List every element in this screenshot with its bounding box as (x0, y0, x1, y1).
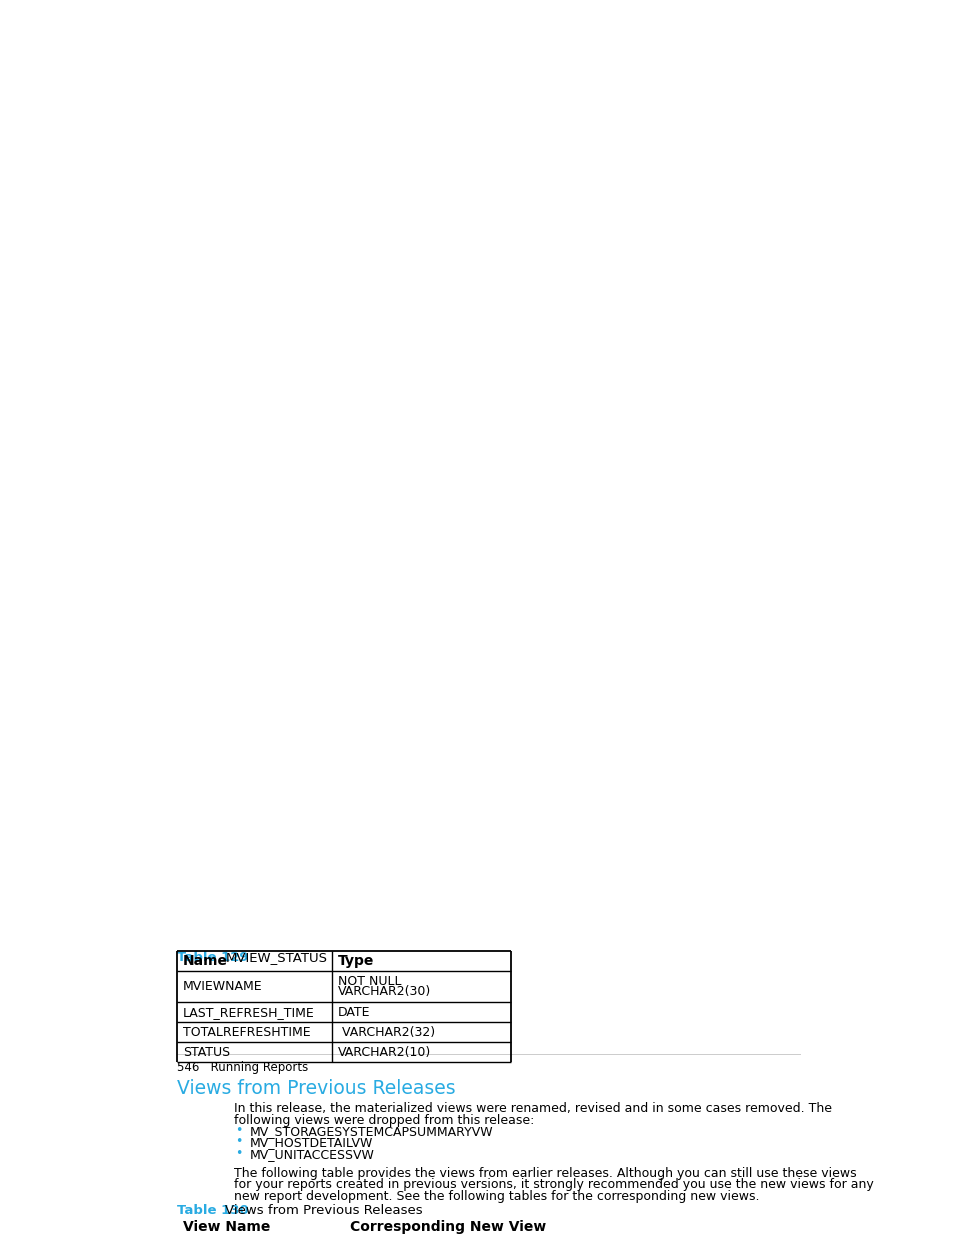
Text: View Name: View Name (183, 1220, 270, 1234)
Text: Table 130: Table 130 (177, 1204, 249, 1216)
Text: Type: Type (337, 953, 374, 968)
Text: In this release, the materialized views were renamed, revised and in some cases : In this release, the materialized views … (233, 1102, 831, 1115)
Text: for your reports created in previous versions, it strongly recommended you use t: for your reports created in previous ver… (233, 1178, 873, 1192)
Text: •: • (235, 1147, 243, 1160)
Text: VARCHAR2(30): VARCHAR2(30) (337, 986, 431, 998)
Text: following views were dropped from this release:: following views were dropped from this r… (233, 1114, 534, 1126)
Text: The following table provides the views from earlier releases. Although you can s: The following table provides the views f… (233, 1167, 856, 1179)
Text: MV_HOSTDETAILVW: MV_HOSTDETAILVW (249, 1136, 373, 1149)
Text: DATE: DATE (337, 1005, 370, 1019)
Text: MVIEWNAME: MVIEWNAME (183, 981, 262, 993)
Text: VARCHAR2(32): VARCHAR2(32) (337, 1025, 435, 1039)
Text: Table 129: Table 129 (177, 951, 249, 965)
Text: Views from Previous Releases: Views from Previous Releases (177, 1079, 456, 1098)
Text: •: • (235, 1135, 243, 1149)
Text: TOTALREFRESHTIME: TOTALREFRESHTIME (183, 1025, 310, 1039)
Text: VARCHAR2(10): VARCHAR2(10) (337, 1046, 431, 1058)
Text: MV_UNITACCESSVW: MV_UNITACCESSVW (249, 1147, 374, 1161)
Text: Views from Previous Releases: Views from Previous Releases (225, 1204, 422, 1216)
Text: •: • (235, 1124, 243, 1136)
Text: new report development. See the following tables for the corresponding new views: new report development. See the followin… (233, 1191, 759, 1203)
Text: NOT NULL: NOT NULL (337, 976, 401, 988)
Text: MVIEW_STATUS: MVIEW_STATUS (225, 951, 327, 965)
Text: STATUS: STATUS (183, 1046, 230, 1058)
Text: MV_STORAGESYSTEMCAPSUMMARYVW: MV_STORAGESYSTEMCAPSUMMARYVW (249, 1125, 493, 1137)
Text: Name: Name (183, 953, 228, 968)
Text: 546   Running Reports: 546 Running Reports (177, 1061, 309, 1073)
Text: Corresponding New View: Corresponding New View (349, 1220, 545, 1234)
Text: LAST_REFRESH_TIME: LAST_REFRESH_TIME (183, 1005, 314, 1019)
